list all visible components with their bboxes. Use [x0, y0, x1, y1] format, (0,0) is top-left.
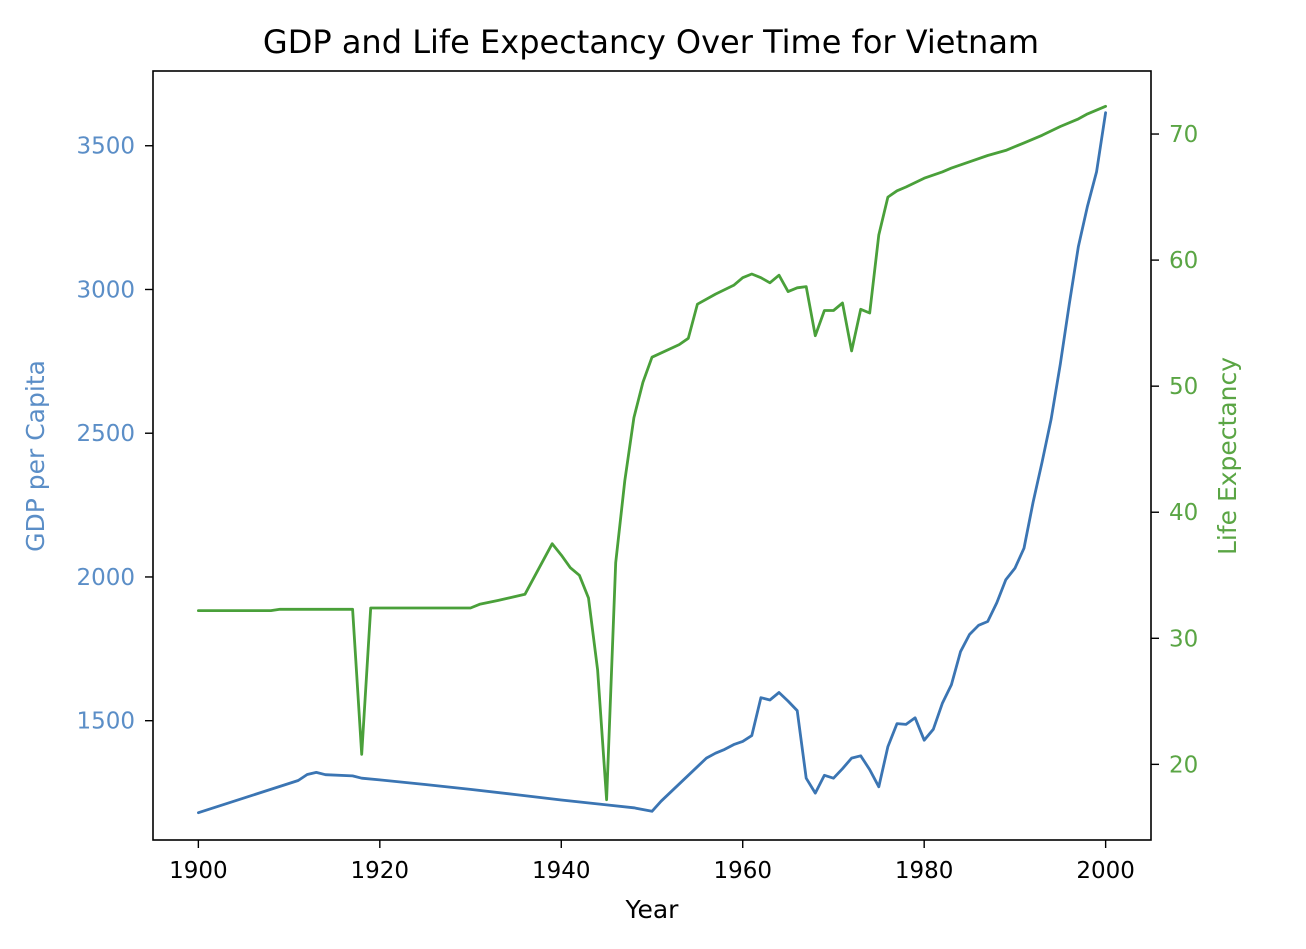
series-layer [196, 104, 1107, 815]
y-axis-right: 20 30 40 50 60 70 [1151, 122, 1198, 778]
gdp-series-line [196, 111, 1107, 815]
x-tick-label: 1900 [169, 858, 228, 884]
y-right-tick-label: 70 [1169, 122, 1198, 148]
x-tick-label: 1920 [351, 858, 410, 884]
x-axis-label: Year [625, 895, 680, 924]
y-axis-left-label: GDP per Capita [21, 360, 50, 552]
y-right-tick-label: 40 [1169, 500, 1198, 526]
y-axis-right-label: Life Expectancy [1213, 357, 1242, 555]
x-tick-label: 1980 [895, 858, 954, 884]
y-axis-left: 1500 2000 2500 3000 3500 [76, 134, 153, 735]
x-axis: 1900 1920 1940 1960 1980 2000 [169, 840, 1135, 884]
x-tick-label: 1960 [713, 858, 772, 884]
y-right-tick-label: 60 [1169, 248, 1198, 274]
y-left-tick-label: 3000 [76, 277, 135, 303]
y-left-tick-label: 2500 [76, 421, 135, 447]
plot-frame [152, 70, 1152, 841]
y-right-tick-label: 50 [1169, 374, 1198, 400]
x-tick-label: 2000 [1076, 858, 1135, 884]
y-right-tick-label: 20 [1169, 752, 1198, 778]
life-expectancy-series-line [196, 104, 1107, 802]
y-left-tick-label: 3500 [76, 134, 135, 160]
y-left-tick-label: 1500 [76, 709, 135, 735]
chart-title: GDP and Life Expectancy Over Time for Vi… [263, 23, 1039, 61]
x-tick-label: 1940 [532, 858, 591, 884]
y-right-tick-label: 30 [1169, 626, 1198, 652]
y-left-tick-label: 2000 [76, 565, 135, 591]
